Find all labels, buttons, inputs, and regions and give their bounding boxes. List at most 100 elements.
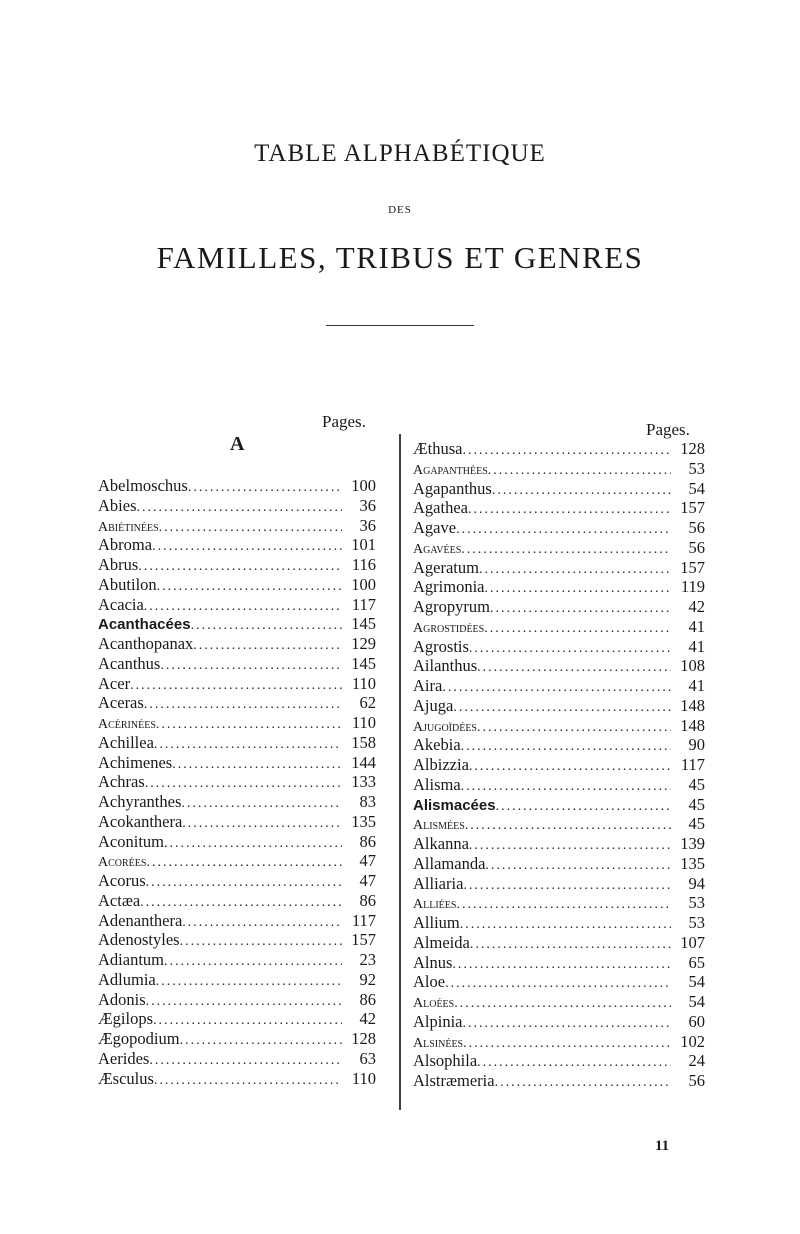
index-column-left: Abelmoschus 100 Abies 36 Abiétinées 36 Abroma 1… <box>98 476 376 1088</box>
index-entry: Abroma 101 <box>98 535 376 555</box>
entry-page: 157 <box>680 557 705 577</box>
entry-name: Ajugoïdées <box>413 719 477 735</box>
pages-header-right: Pages. <box>646 420 690 439</box>
entry-page: 36 <box>359 515 377 535</box>
entry-name: Acanthus <box>98 653 161 673</box>
dot-leader <box>454 994 671 1012</box>
dot-leader <box>146 853 342 871</box>
entry-name: Ageratum <box>413 557 479 577</box>
entry-name: Acer <box>98 673 131 693</box>
entry-page: 139 <box>680 834 705 853</box>
entry-name: Alpinia <box>413 1011 463 1031</box>
dot-leader <box>456 895 671 913</box>
index-entry: Almeida 107 <box>413 933 705 953</box>
index-entry: Acanthus 145 <box>98 654 376 674</box>
entry-name: Aceras <box>98 693 144 713</box>
dot-leader <box>442 678 671 696</box>
entry-page: 117 <box>351 910 376 930</box>
entry-name: Agathea <box>413 498 468 518</box>
dot-leader <box>154 1071 342 1089</box>
entry-page: 47 <box>359 871 377 890</box>
entry-page: 54 <box>688 478 706 498</box>
index-entry: Akebia 90 <box>413 735 705 755</box>
entry-name: Agrostidées <box>413 620 485 636</box>
entry-page: 145 <box>351 614 376 634</box>
index-entry: Alliaria 94 <box>413 874 705 894</box>
entry-page: 110 <box>351 1068 376 1088</box>
index-entry: Adiantum 23 <box>98 950 376 970</box>
entry-page: 117 <box>351 594 376 614</box>
entry-name: Alstræmeria <box>413 1071 495 1090</box>
index-entry: Acanthacées 145 <box>98 614 376 634</box>
index-entry: Ailanthus 108 <box>413 656 705 676</box>
dot-leader <box>191 616 342 634</box>
entry-page: 47 <box>359 851 377 871</box>
entry-page: 107 <box>680 932 705 952</box>
entry-page: 86 <box>359 890 377 910</box>
entry-page: 92 <box>359 969 377 989</box>
entry-name: Acacia <box>98 594 144 614</box>
dot-leader <box>479 560 671 578</box>
dot-leader <box>477 718 671 736</box>
dot-leader <box>452 955 671 973</box>
dot-leader <box>180 1031 342 1049</box>
index-entry: Alpinia 60 <box>413 1012 705 1032</box>
pages-header-left: Pages. <box>322 412 366 431</box>
entry-page: 63 <box>359 1048 377 1068</box>
index-entry: Adenanthera 117 <box>98 911 376 931</box>
entry-page: 90 <box>688 735 706 755</box>
entry-name: Almeida <box>413 932 470 952</box>
index-entry: Alstræmeria 56 <box>413 1071 705 1091</box>
dot-leader <box>477 658 671 676</box>
entry-page: 53 <box>688 893 706 913</box>
dot-leader <box>152 537 342 555</box>
dot-leader <box>456 520 671 538</box>
entry-page: 41 <box>688 676 706 695</box>
dot-leader <box>469 639 671 657</box>
entry-page: 86 <box>359 831 377 851</box>
entry-page: 45 <box>688 774 706 794</box>
entry-name: Æsculus <box>98 1068 154 1088</box>
entry-page: 102 <box>680 1031 705 1051</box>
index-entry: Adonis 86 <box>98 990 376 1010</box>
dot-leader <box>496 797 671 815</box>
entry-page: 45 <box>688 814 706 834</box>
index-entry: Alismées 45 <box>413 814 705 834</box>
dot-leader <box>182 913 342 931</box>
dot-leader <box>146 873 342 891</box>
dot-leader <box>138 557 342 575</box>
entry-name: Akebia <box>413 735 461 755</box>
entry-page: 145 <box>351 653 376 673</box>
index-entry: Ageratum 157 <box>413 558 705 578</box>
entry-name: Actæa <box>98 890 141 910</box>
entry-name: Albizzia <box>413 755 469 774</box>
entry-name: Alkanna <box>413 834 469 853</box>
entry-name: Agrostis <box>413 636 469 656</box>
dot-leader <box>470 935 671 953</box>
index-entry: Abies 36 <box>98 496 376 516</box>
entry-name: Acérinées <box>98 717 156 732</box>
dot-leader <box>172 755 342 773</box>
index-entry: Acérinées 110 <box>98 713 376 733</box>
dot-leader <box>154 735 342 753</box>
entry-name: Aloe <box>413 972 446 992</box>
entry-page: 41 <box>688 616 706 636</box>
entry-name: Ægilops <box>98 1009 154 1029</box>
index-entry: Agropyrum 42 <box>413 597 705 617</box>
entry-name: Alsinées <box>413 1035 464 1051</box>
entry-page: 42 <box>688 597 706 616</box>
index-entry: Adlumia 92 <box>98 970 376 990</box>
dot-leader <box>461 777 671 795</box>
page-number: 11 <box>655 1138 670 1154</box>
dot-leader <box>468 500 671 518</box>
index-entry: Agrostis 41 <box>413 637 705 657</box>
entry-page: 24 <box>688 1051 706 1071</box>
title-connector: DES <box>388 204 412 216</box>
index-entry: Achillea 158 <box>98 733 376 753</box>
entry-name: Alnus <box>413 952 453 972</box>
entry-page: 56 <box>688 518 706 537</box>
entry-page: 23 <box>359 950 377 969</box>
entry-page: 116 <box>351 555 376 574</box>
entry-name: Ailanthus <box>413 656 478 676</box>
index-entry: Acer 110 <box>98 674 376 694</box>
